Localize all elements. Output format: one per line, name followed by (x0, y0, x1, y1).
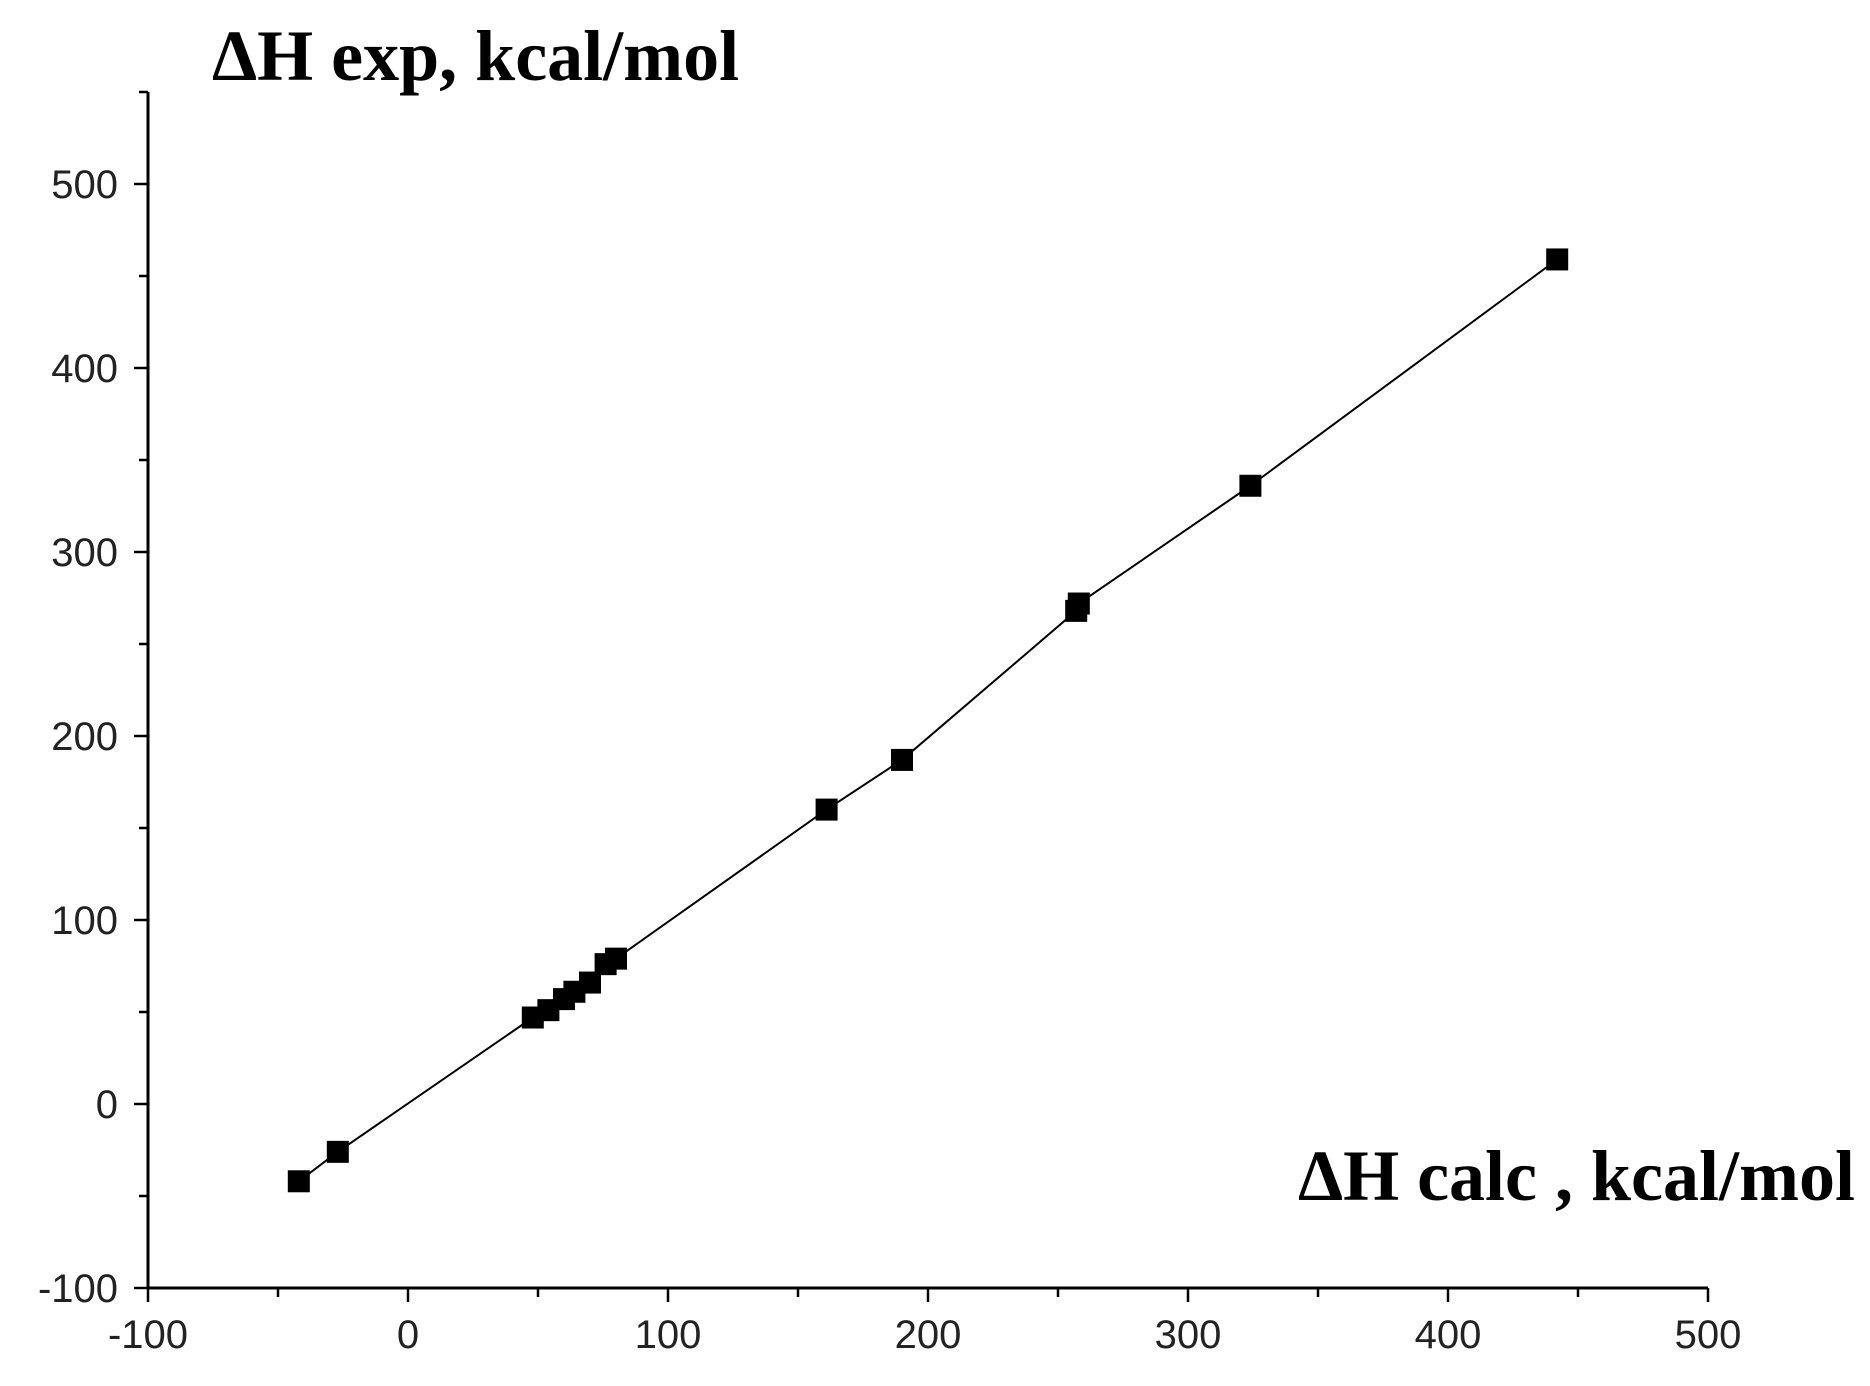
data-point (287, 1170, 310, 1193)
series-line-group (298, 258, 1558, 1183)
data-point (891, 748, 913, 771)
y-tick-label: 300 (51, 531, 118, 575)
data-point (605, 947, 627, 970)
y-axis-ticks: -100 0 100 200 300 400 500 (38, 90, 148, 1311)
data-point (579, 971, 601, 994)
x-axis-title: ΔH calc , kcal/mol (1298, 1136, 1855, 1216)
y-tick-label: 400 (51, 347, 118, 391)
x-tick-label: 200 (895, 1313, 962, 1357)
series-line (298, 258, 1558, 1183)
series-markers-group (287, 248, 1569, 1193)
x-tick-label: 500 (1675, 1313, 1742, 1357)
x-tick-label: 300 (1155, 1313, 1222, 1357)
y-tick-label: 500 (51, 163, 118, 207)
data-point (815, 798, 838, 821)
data-point (1546, 248, 1569, 271)
x-tick-label: 100 (635, 1313, 702, 1357)
y-tick-label: -100 (38, 1267, 118, 1311)
y-tick-label: 0 (96, 1083, 118, 1127)
data-point (326, 1140, 349, 1163)
x-tick-label: 0 (397, 1313, 419, 1357)
data-point (1239, 474, 1262, 497)
data-point (1067, 592, 1090, 615)
x-tick-label: 400 (1415, 1313, 1482, 1357)
y-axis-title: ΔH exp, kcal/mol (212, 16, 739, 96)
y-tick-label: 100 (51, 899, 118, 943)
x-tick-label: -100 (108, 1313, 188, 1357)
axes (146, 92, 1708, 1290)
y-tick-label: 200 (51, 715, 118, 759)
x-axis-ticks: -100 0 100 200 300 400 500 (108, 1288, 1741, 1357)
